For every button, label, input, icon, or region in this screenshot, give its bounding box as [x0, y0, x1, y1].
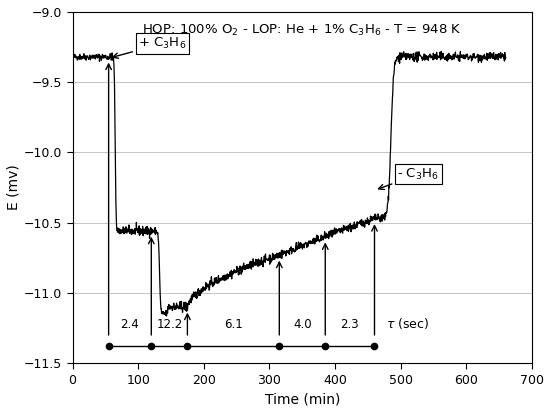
Text: $\tau$ (sec): $\tau$ (sec) [386, 316, 430, 331]
Text: 2.3: 2.3 [341, 318, 359, 331]
Y-axis label: E (mv): E (mv) [7, 165, 21, 210]
Text: 2.4: 2.4 [121, 318, 139, 331]
Text: 12.2: 12.2 [156, 318, 182, 331]
Text: HOP: 100% O$_2$ - LOP: He + 1% C$_3$H$_6$ - T = 948 K: HOP: 100% O$_2$ - LOP: He + 1% C$_3$H$_6… [143, 22, 462, 38]
Text: + C$_3$H$_6$: + C$_3$H$_6$ [113, 36, 186, 58]
Text: - C$_3$H$_6$: - C$_3$H$_6$ [379, 167, 440, 190]
Text: 4.0: 4.0 [293, 318, 312, 331]
X-axis label: Time (min): Time (min) [264, 392, 340, 406]
Text: 6.1: 6.1 [224, 318, 243, 331]
